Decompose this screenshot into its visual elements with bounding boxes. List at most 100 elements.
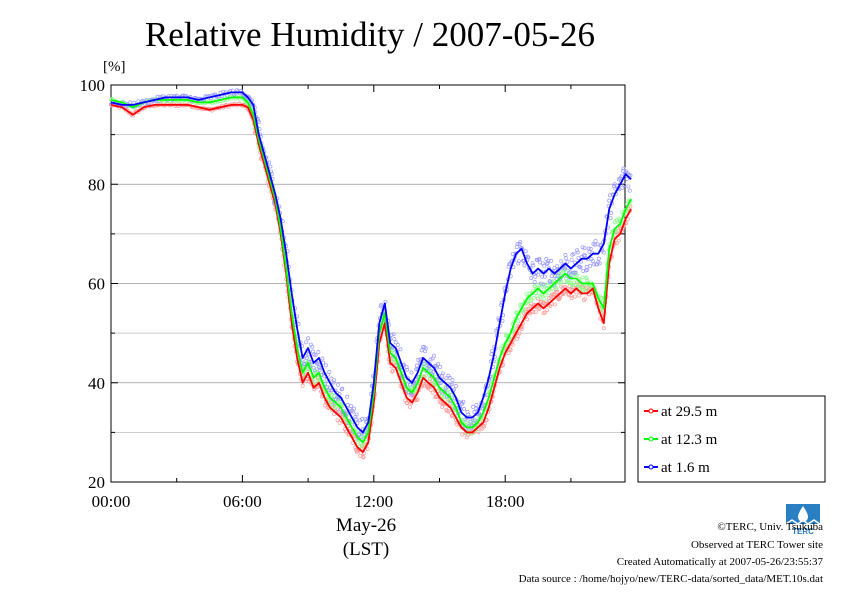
scatter-point bbox=[379, 302, 384, 307]
legend-swatch-marker bbox=[648, 464, 654, 470]
scatter-point bbox=[425, 364, 430, 368]
scatter-point bbox=[552, 293, 557, 297]
scatter-point bbox=[584, 275, 588, 280]
x-axis-date-label: May-26 bbox=[336, 515, 396, 536]
scatter-point bbox=[532, 283, 537, 288]
scatter-point bbox=[472, 410, 477, 414]
scatter-point bbox=[575, 280, 580, 285]
scatter-point bbox=[432, 353, 436, 358]
scatter-point bbox=[628, 173, 633, 178]
scatter-point bbox=[584, 276, 589, 281]
scatter-point bbox=[620, 185, 625, 190]
y-tick-label: 40 bbox=[88, 374, 105, 393]
scatter-point bbox=[506, 351, 511, 356]
scatter-point bbox=[608, 216, 613, 221]
scatter-point bbox=[601, 326, 606, 331]
scatter-point bbox=[580, 245, 585, 250]
scatter-point bbox=[564, 256, 569, 261]
scatter-point bbox=[391, 368, 395, 373]
scatter-point bbox=[313, 352, 318, 357]
scatter-point bbox=[474, 403, 479, 407]
scatter-point bbox=[545, 260, 550, 265]
scatter-point bbox=[609, 211, 614, 215]
scatter-point bbox=[427, 384, 432, 389]
scatter-point bbox=[340, 404, 345, 409]
scatter-point bbox=[334, 404, 339, 409]
scatter-point bbox=[423, 373, 428, 378]
scatter-point bbox=[573, 294, 577, 299]
scatter-point bbox=[408, 382, 413, 387]
scatter-point bbox=[473, 418, 478, 423]
scatter-point bbox=[404, 365, 409, 370]
scatter-point bbox=[128, 100, 133, 105]
scatter-point bbox=[360, 454, 365, 459]
scatter-point bbox=[582, 246, 587, 251]
scatter-point bbox=[391, 353, 395, 358]
scatter-point bbox=[440, 373, 445, 378]
scatter-point bbox=[616, 238, 621, 243]
x-axis-zone-label: (LST) bbox=[343, 539, 389, 560]
axis-ticks: 20 40 60 80 100 00:00 06:00 12:00 18:00 bbox=[80, 76, 625, 511]
scatter-point bbox=[315, 361, 320, 366]
scatter-point bbox=[468, 419, 473, 424]
scatter-point bbox=[391, 332, 396, 337]
scatter-point bbox=[601, 250, 606, 255]
scatter-point bbox=[557, 267, 562, 271]
scatter-point bbox=[476, 430, 481, 434]
scatter-point bbox=[345, 394, 350, 399]
scatter-point bbox=[627, 188, 632, 193]
scatter-point bbox=[453, 384, 458, 389]
scatter-point bbox=[544, 256, 549, 261]
scatter-point bbox=[572, 270, 577, 275]
scatter-point bbox=[320, 356, 325, 361]
scatter-point bbox=[479, 406, 484, 411]
scatter-point bbox=[545, 283, 550, 288]
scatter-point bbox=[531, 310, 536, 315]
scatter-point bbox=[331, 405, 336, 410]
scatter-point bbox=[575, 250, 580, 255]
scatter-point bbox=[576, 256, 581, 260]
scatter-point bbox=[446, 409, 451, 414]
y-tick-label: 60 bbox=[88, 275, 105, 294]
scatter-point bbox=[581, 253, 586, 258]
scatter-point bbox=[490, 348, 495, 353]
scatter-point bbox=[541, 282, 546, 287]
x-tick-label: 12:00 bbox=[354, 492, 393, 511]
scatter-point bbox=[571, 288, 576, 293]
scatter-point bbox=[588, 246, 593, 251]
scatter-point bbox=[566, 292, 571, 297]
scatter-point bbox=[562, 266, 567, 271]
scatter-point bbox=[607, 198, 612, 203]
scatter-point bbox=[544, 308, 549, 313]
series-line bbox=[110, 96, 632, 444]
x-tick-label: 18:00 bbox=[486, 492, 525, 511]
scatter-point bbox=[547, 290, 551, 295]
scatter-point bbox=[302, 372, 306, 377]
scatter-point bbox=[530, 261, 535, 266]
scatter-point bbox=[489, 352, 494, 357]
scatter-point bbox=[555, 290, 560, 295]
series-line bbox=[110, 104, 632, 454]
legend-swatch-marker bbox=[648, 408, 654, 414]
scatter-point bbox=[597, 256, 601, 261]
scatter-point bbox=[312, 379, 317, 384]
scatter-point bbox=[571, 251, 576, 256]
scatter-point bbox=[429, 369, 434, 374]
scatter-point bbox=[432, 382, 437, 387]
scatter-point bbox=[569, 296, 574, 301]
scatter-point bbox=[315, 361, 319, 366]
scatter-point bbox=[532, 280, 537, 284]
scatter-point bbox=[537, 256, 542, 261]
scatter-point bbox=[460, 432, 465, 437]
scatter-point bbox=[520, 325, 525, 329]
scatter-point bbox=[312, 368, 317, 373]
credit-copyright: ©TERC, Univ. Tsukuba bbox=[717, 521, 823, 533]
scatter-point bbox=[583, 253, 588, 258]
scatter-point bbox=[565, 259, 570, 264]
scatter-point bbox=[461, 399, 466, 404]
scatter-point bbox=[362, 432, 367, 437]
scatter-point bbox=[390, 369, 395, 374]
scatter-point bbox=[471, 404, 475, 409]
scatter-point bbox=[446, 399, 451, 404]
scatter-point bbox=[450, 378, 455, 383]
